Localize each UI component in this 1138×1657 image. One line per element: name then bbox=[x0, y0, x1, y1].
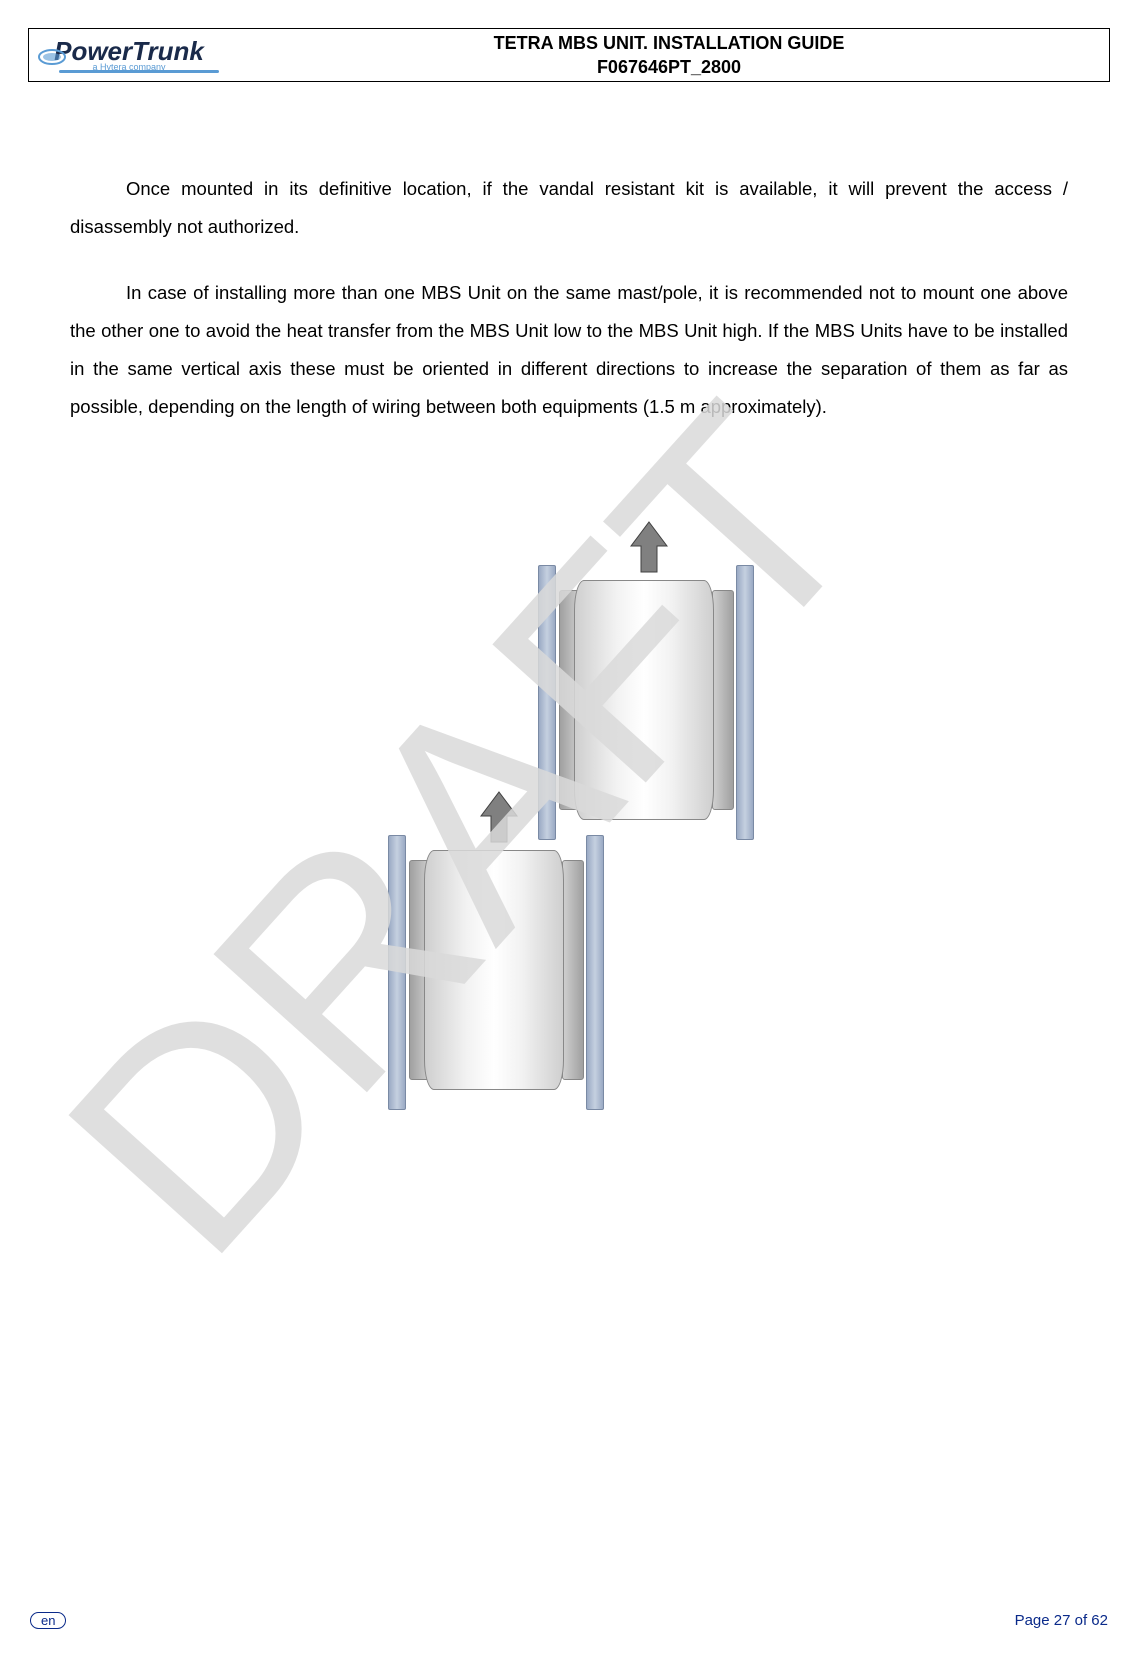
title-line-2: F067646PT_2800 bbox=[229, 55, 1109, 79]
page-number: Page 27 of 62 bbox=[1015, 1612, 1108, 1629]
paragraph-2: In case of installing more than one MBS … bbox=[70, 274, 1068, 426]
logo-main-text: PowerTrunk bbox=[54, 38, 204, 64]
title-line-1: TETRA MBS UNIT. INSTALLATION GUIDE bbox=[229, 31, 1109, 55]
document-title: TETRA MBS UNIT. INSTALLATION GUIDE F0676… bbox=[229, 31, 1109, 80]
arrow-up-icon bbox=[629, 520, 669, 580]
mbs-unit-lower bbox=[394, 840, 594, 1100]
logo: PowerTrunk a Hytera company bbox=[29, 29, 229, 81]
document-header: PowerTrunk a Hytera company TETRA MBS UN… bbox=[28, 28, 1110, 82]
document-footer: en Page 27 of 62 bbox=[0, 1608, 1138, 1632]
figure bbox=[0, 510, 1138, 1130]
mbs-unit-upper bbox=[544, 570, 744, 830]
arrow-up-icon bbox=[479, 790, 519, 850]
paragraph-1: Once mounted in its definitive location,… bbox=[70, 170, 1068, 246]
language-badge: en bbox=[30, 1612, 66, 1629]
body-content: Once mounted in its definitive location,… bbox=[70, 170, 1068, 454]
